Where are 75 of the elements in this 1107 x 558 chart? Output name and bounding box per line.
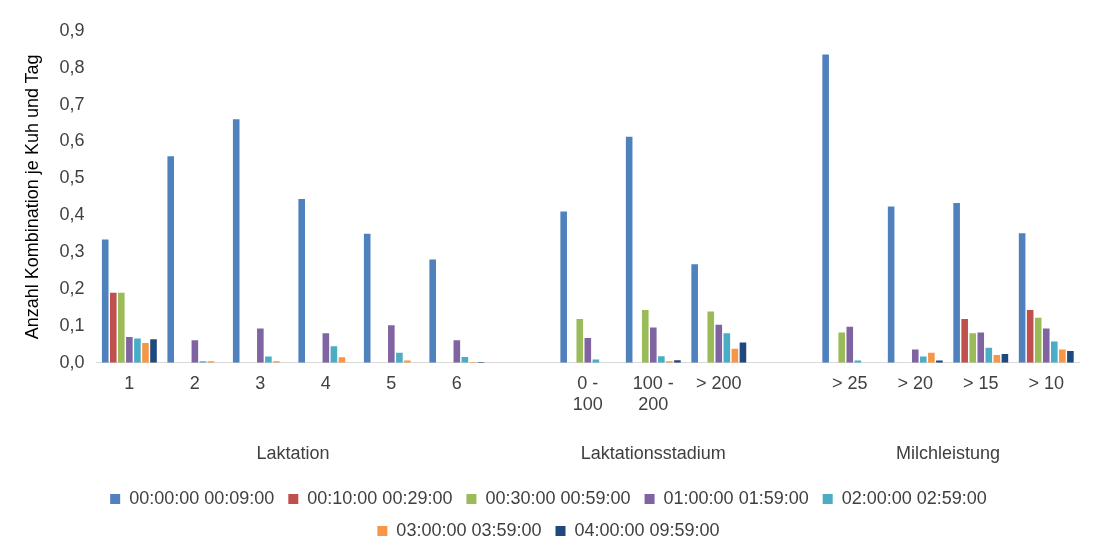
x-tick-label: 0 - 100 (572, 372, 603, 415)
bar (691, 264, 698, 363)
legend-label: 02:00:00 02:59:00 (841, 487, 987, 508)
x-tick-label: 4 (320, 372, 331, 393)
x-tick-label: 6 (451, 372, 462, 393)
y-tick-label: 0,9 (59, 19, 85, 40)
bar (118, 292, 125, 363)
bar (928, 352, 935, 363)
x-tick-label: > 10 (1028, 372, 1065, 393)
bar (257, 328, 264, 363)
bar (388, 325, 395, 363)
bar (1051, 341, 1058, 363)
x-tick-label: > 20 (897, 372, 934, 393)
bar (846, 326, 854, 363)
y-tick-label: 0,4 (59, 204, 85, 225)
bar (429, 259, 436, 363)
bar (838, 332, 846, 363)
y-tick-label: 0,7 (59, 93, 85, 114)
x-tick-label: > 200 (696, 372, 742, 393)
bar (953, 203, 960, 363)
text: Milchleistung (895, 442, 1001, 463)
bar (1067, 351, 1074, 363)
text: Laktation (256, 442, 330, 463)
y-axis-title: Anzahl Kombination je Kuh und Tag (21, 54, 42, 340)
legend-label: 03:00:00 03:59:00 (396, 519, 542, 540)
x-tick-label: 3 (255, 372, 266, 393)
y-tick-label: 0,2 (59, 277, 85, 298)
legend-label: 00:30:00 00:59:00 (485, 487, 631, 508)
bar (1026, 310, 1034, 363)
bar (658, 356, 665, 363)
bar (969, 333, 977, 363)
y-tick-label: 0,1 (59, 314, 85, 335)
x-tick-label: > 25 (832, 372, 868, 393)
x-tick-label: > 15 (962, 372, 999, 393)
bar (911, 349, 919, 363)
bar (1059, 349, 1066, 363)
y-tick-label: 0,5 (59, 167, 85, 188)
x-tick-label: 100 - 200 (632, 372, 674, 415)
legend-label: 04:00:00 09:59:00 (574, 519, 720, 540)
y-tick-label: 0,3 (59, 241, 85, 262)
text: Laktationsstadium (580, 442, 726, 463)
y-tick-label: 0,8 (59, 56, 85, 77)
legend-label: 01:00:00 01:59:00 (663, 487, 809, 508)
bar (150, 339, 157, 363)
x-tick-label: 5 (386, 372, 397, 393)
bar (109, 292, 117, 363)
bar (363, 233, 371, 363)
legend-label: 00:10:00 00:29:00 (307, 487, 453, 508)
y-tick-label: 0,0 (59, 351, 85, 372)
bar (126, 336, 133, 363)
bar (142, 342, 149, 363)
bar (1018, 233, 1026, 363)
legend-label: 00:00:00 00:09:00 (129, 487, 275, 508)
bar (977, 332, 985, 363)
bar (298, 199, 305, 363)
bar (167, 156, 175, 363)
bar (961, 318, 968, 363)
x-tick-label: 1 (124, 372, 135, 393)
bar (641, 310, 649, 363)
bar (396, 352, 403, 363)
bar (101, 239, 109, 363)
bar (715, 324, 723, 363)
x-tick-label: 2 (189, 372, 200, 393)
bar (560, 211, 567, 363)
bar (887, 206, 895, 363)
bar (134, 338, 141, 363)
y-tick-label: 0,6 (59, 130, 85, 151)
bar (576, 318, 584, 363)
bar (650, 327, 657, 363)
bar (1034, 317, 1042, 363)
bar (232, 119, 240, 363)
bar (1042, 328, 1050, 363)
bar (707, 311, 715, 363)
bar (625, 136, 633, 363)
bar (822, 54, 829, 363)
